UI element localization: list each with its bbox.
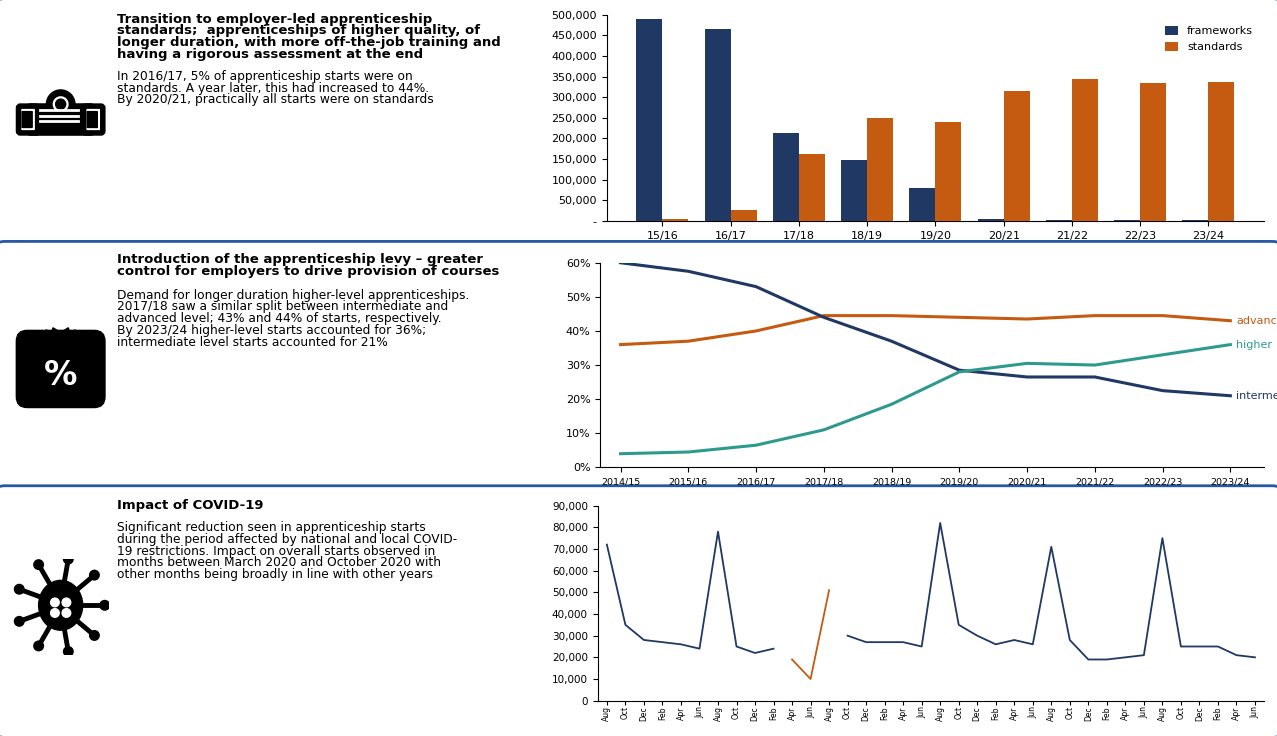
- Bar: [799, 154, 825, 221]
- Circle shape: [49, 93, 72, 116]
- Circle shape: [34, 560, 43, 570]
- Text: advanced level; 43% and 44% of starts, respectively.: advanced level; 43% and 44% of starts, r…: [117, 312, 442, 325]
- Text: standards. A year later, this had increased to 44%.: standards. A year later, this had increa…: [117, 82, 429, 95]
- Text: intermediate: intermediate: [1236, 391, 1277, 400]
- FancyBboxPatch shape: [15, 330, 106, 408]
- FancyBboxPatch shape: [83, 106, 102, 133]
- Bar: [978, 219, 1004, 221]
- Bar: [773, 133, 799, 221]
- Bar: [663, 219, 688, 221]
- Text: intermediate level starts accounted for 21%: intermediate level starts accounted for …: [117, 336, 388, 349]
- Bar: [867, 118, 893, 221]
- FancyBboxPatch shape: [18, 106, 37, 133]
- Bar: [909, 188, 935, 221]
- Ellipse shape: [38, 581, 83, 630]
- Circle shape: [64, 647, 73, 657]
- Legend: frameworks, standards: frameworks, standards: [1160, 21, 1259, 58]
- Bar: [1208, 82, 1235, 221]
- Circle shape: [100, 601, 110, 610]
- Text: By 2020/21, practically all starts were on standards: By 2020/21, practically all starts were …: [117, 93, 434, 107]
- Text: having a rigorous assessment at the end: having a rigorous assessment at the end: [117, 48, 424, 61]
- Circle shape: [55, 99, 66, 110]
- Polygon shape: [45, 336, 77, 353]
- Circle shape: [14, 617, 24, 626]
- FancyBboxPatch shape: [22, 111, 33, 128]
- Circle shape: [63, 598, 70, 606]
- Text: longer duration, with more off-the-job training and: longer duration, with more off-the-job t…: [117, 36, 502, 49]
- Bar: [1115, 220, 1140, 221]
- Bar: [730, 210, 756, 221]
- Bar: [1004, 91, 1029, 221]
- Bar: [636, 19, 663, 221]
- Text: advanced: advanced: [1236, 316, 1277, 326]
- Text: during the period affected by national and local COVID-: during the period affected by national a…: [117, 533, 457, 546]
- Text: standards;  apprenticeships of higher quality, of: standards; apprenticeships of higher qua…: [117, 24, 480, 38]
- Bar: [1140, 82, 1166, 221]
- Text: other months being broadly in line with other years: other months being broadly in line with …: [117, 568, 433, 581]
- Text: %: %: [43, 359, 78, 392]
- Bar: [1183, 220, 1208, 221]
- Circle shape: [51, 598, 59, 606]
- Text: By 2023/24 higher-level starts accounted for 36%;: By 2023/24 higher-level starts accounted…: [117, 324, 427, 337]
- Text: Significant reduction seen in apprenticeship starts: Significant reduction seen in apprentice…: [117, 521, 427, 534]
- Bar: [935, 122, 962, 221]
- Bar: [705, 29, 730, 221]
- Text: higher: higher: [1236, 339, 1272, 350]
- Circle shape: [64, 554, 73, 564]
- Bar: [1071, 79, 1098, 221]
- Circle shape: [89, 631, 100, 640]
- Text: Transition to employer-led apprenticeship: Transition to employer-led apprenticeshi…: [117, 13, 433, 26]
- Text: Introduction of the apprenticeship levy – greater: Introduction of the apprenticeship levy …: [117, 253, 484, 266]
- Bar: [842, 160, 867, 221]
- Text: 2017/18 saw a similar split between intermediate and: 2017/18 saw a similar split between inte…: [117, 300, 448, 314]
- Polygon shape: [52, 110, 68, 129]
- Text: In 2016/17, 5% of apprenticeship starts were on: In 2016/17, 5% of apprenticeship starts …: [117, 70, 414, 83]
- Text: months between March 2020 and October 2020 with: months between March 2020 and October 20…: [117, 556, 442, 570]
- Circle shape: [89, 570, 100, 580]
- FancyBboxPatch shape: [27, 103, 94, 136]
- Polygon shape: [46, 328, 75, 339]
- Circle shape: [14, 584, 24, 594]
- Circle shape: [33, 641, 43, 651]
- Bar: [1046, 219, 1071, 221]
- FancyBboxPatch shape: [87, 111, 98, 128]
- Text: 19 restrictions. Impact on overall starts observed in: 19 restrictions. Impact on overall start…: [117, 545, 435, 558]
- Text: Impact of COVID-19: Impact of COVID-19: [117, 499, 264, 512]
- Circle shape: [51, 609, 59, 618]
- Circle shape: [63, 609, 70, 618]
- Text: control for employers to drive provision of courses: control for employers to drive provision…: [117, 265, 499, 278]
- Text: Demand for longer duration higher-level apprenticeships.: Demand for longer duration higher-level …: [117, 289, 470, 302]
